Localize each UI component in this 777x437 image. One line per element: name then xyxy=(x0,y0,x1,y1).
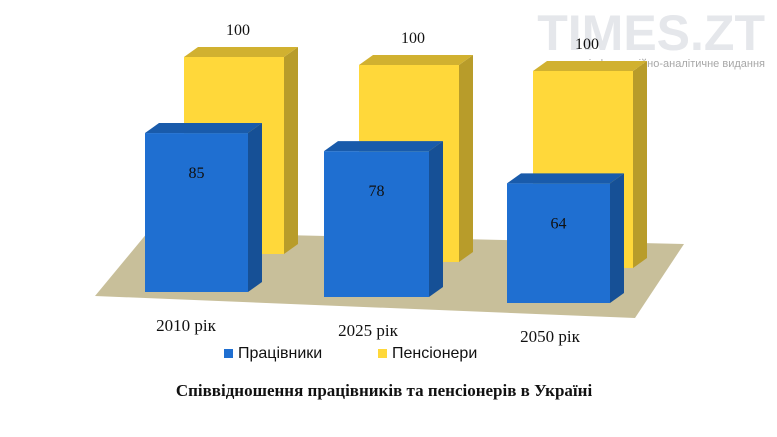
bar-pensioners-1-value-label: 100 xyxy=(401,30,425,47)
legend-swatch-workers xyxy=(224,349,233,358)
legend-label-pensioners: Пенсіонери xyxy=(392,345,477,362)
bar-workers-1-front xyxy=(324,151,429,297)
bar-workers-2-side xyxy=(610,173,624,303)
bar-workers-0-front xyxy=(145,133,248,292)
bar-pensioners-0-value-label: 100 xyxy=(226,22,250,39)
bar-workers-1-side xyxy=(429,141,443,297)
category-label-2010: 2010 рік xyxy=(156,316,216,335)
bar-workers-1 xyxy=(324,141,443,297)
category-labels: 2010 рік 2025 рік 2050 рік xyxy=(156,316,580,346)
legend-swatch-pensioners xyxy=(378,349,387,358)
bar-pensioners-2-top xyxy=(533,61,647,71)
category-label-2050: 2050 рік xyxy=(520,327,580,346)
bar-pensioners-1-side xyxy=(459,55,473,262)
bar-pensioners-1-top xyxy=(359,55,473,65)
bar-workers-1-value-label: 78 xyxy=(369,183,385,200)
watermark: TIMES.ZT інформаційно-аналітичне видання xyxy=(537,5,765,70)
bar-workers-2 xyxy=(507,173,624,303)
bar-pensioners-0-side xyxy=(284,47,298,254)
bar-workers-0-side xyxy=(248,123,262,292)
legend: Працівники Пенсіонери xyxy=(224,345,477,362)
legend-label-workers: Працівники xyxy=(238,345,322,362)
bar-pensioners-2-value-label: 100 xyxy=(575,36,599,53)
bar-workers-2-top xyxy=(507,173,624,184)
bar-workers-2-front xyxy=(507,183,610,303)
bar-workers-2-value-label: 64 xyxy=(551,215,567,232)
category-label-2025: 2025 рік xyxy=(338,321,398,340)
bar-workers-0-value-label: 85 xyxy=(189,165,205,182)
bar-pensioners-2-side xyxy=(633,61,647,268)
bar-workers-0-top xyxy=(145,123,262,134)
watermark-title: TIMES.ZT xyxy=(537,5,765,61)
bar-workers-1-top xyxy=(324,141,443,152)
bar-pensioners-0-top xyxy=(184,47,298,57)
bars-group: 100 100 100 85 78 64 xyxy=(145,22,647,303)
bar-workers-0 xyxy=(145,123,262,292)
chart-title: Співвідношення працівників та пенсіонері… xyxy=(176,381,593,400)
